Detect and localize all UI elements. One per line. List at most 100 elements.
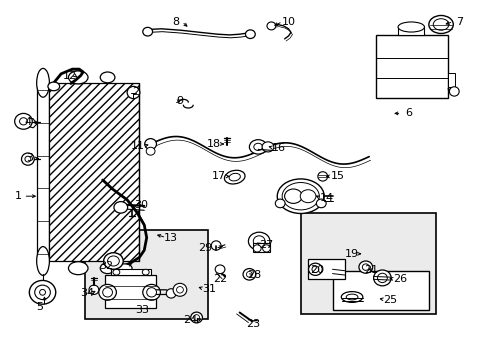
Ellipse shape [248, 232, 269, 250]
Ellipse shape [266, 22, 275, 30]
Text: 18: 18 [207, 139, 221, 149]
Ellipse shape [35, 285, 50, 300]
Ellipse shape [193, 315, 199, 320]
Ellipse shape [341, 292, 362, 302]
Text: 3: 3 [26, 153, 33, 163]
Ellipse shape [243, 269, 255, 280]
Ellipse shape [311, 266, 318, 273]
Ellipse shape [25, 156, 31, 162]
Ellipse shape [448, 87, 458, 96]
Ellipse shape [146, 147, 155, 155]
Ellipse shape [173, 283, 186, 296]
Ellipse shape [166, 289, 176, 298]
Text: 23: 23 [246, 319, 260, 329]
Text: 31: 31 [202, 284, 216, 294]
Ellipse shape [300, 190, 315, 203]
Text: 28: 28 [246, 270, 261, 280]
Ellipse shape [68, 262, 88, 275]
Ellipse shape [20, 118, 27, 125]
Ellipse shape [249, 140, 266, 154]
Text: 6: 6 [404, 108, 411, 118]
Text: 32: 32 [100, 261, 113, 271]
Text: 22: 22 [212, 274, 227, 284]
Ellipse shape [100, 263, 115, 274]
Text: 25: 25 [383, 294, 396, 305]
Ellipse shape [377, 273, 386, 283]
Ellipse shape [211, 241, 221, 250]
Ellipse shape [107, 256, 119, 266]
Bar [111, 269, 150, 275]
Text: 2: 2 [132, 87, 139, 97]
Ellipse shape [282, 183, 319, 210]
Text: 11: 11 [131, 141, 144, 151]
Ellipse shape [190, 312, 202, 323]
Text: 12: 12 [62, 71, 76, 81]
Ellipse shape [215, 265, 224, 274]
Bar [307, 259, 344, 279]
Bar [447, 73, 454, 87]
Bar [375, 35, 447, 98]
Text: 15: 15 [330, 171, 344, 181]
Ellipse shape [102, 288, 112, 297]
Ellipse shape [103, 253, 123, 269]
Ellipse shape [346, 294, 357, 300]
Text: 7: 7 [455, 17, 462, 27]
Ellipse shape [142, 269, 149, 275]
Text: 9: 9 [176, 96, 183, 106]
Bar [332, 271, 428, 310]
Ellipse shape [89, 285, 99, 294]
Ellipse shape [176, 287, 183, 293]
Ellipse shape [15, 113, 32, 129]
Text: 16: 16 [271, 143, 285, 153]
Text: 14: 14 [319, 193, 333, 203]
Ellipse shape [262, 142, 273, 152]
Bar [84, 230, 207, 319]
Text: 33: 33 [135, 305, 148, 315]
Ellipse shape [253, 143, 262, 150]
Text: 30: 30 [134, 200, 147, 210]
Text: 8: 8 [172, 17, 179, 27]
Ellipse shape [275, 199, 285, 208]
Ellipse shape [142, 27, 152, 36]
Ellipse shape [48, 82, 60, 91]
Ellipse shape [113, 269, 120, 275]
Text: 27: 27 [259, 240, 273, 250]
Text: 10: 10 [281, 17, 295, 27]
Text: 24: 24 [183, 315, 198, 325]
Ellipse shape [397, 22, 424, 32]
Ellipse shape [358, 261, 372, 273]
Ellipse shape [432, 19, 448, 30]
Ellipse shape [245, 30, 255, 39]
Ellipse shape [40, 289, 45, 295]
Ellipse shape [362, 264, 368, 270]
Ellipse shape [142, 284, 160, 300]
Ellipse shape [224, 170, 244, 184]
Ellipse shape [317, 172, 327, 181]
Ellipse shape [144, 139, 156, 149]
Ellipse shape [428, 15, 452, 33]
Ellipse shape [253, 245, 261, 252]
Ellipse shape [114, 202, 127, 213]
Text: 26: 26 [392, 274, 406, 284]
Text: 19: 19 [345, 249, 358, 259]
Ellipse shape [308, 263, 322, 275]
Ellipse shape [228, 173, 240, 181]
Bar [397, 27, 424, 35]
Ellipse shape [117, 264, 132, 273]
Bar [105, 275, 156, 308]
Ellipse shape [146, 288, 156, 297]
Text: 29: 29 [198, 243, 212, 253]
Text: 21: 21 [364, 265, 378, 275]
Bar [253, 243, 270, 252]
Bar [301, 213, 435, 314]
Ellipse shape [284, 189, 302, 203]
Ellipse shape [37, 68, 49, 97]
Ellipse shape [253, 236, 264, 247]
Ellipse shape [262, 245, 270, 252]
Text: 4: 4 [25, 117, 32, 127]
Text: 5: 5 [37, 302, 43, 312]
Text: 34: 34 [80, 288, 94, 298]
Ellipse shape [246, 271, 252, 277]
Text: 20: 20 [309, 265, 323, 275]
Ellipse shape [99, 284, 116, 300]
